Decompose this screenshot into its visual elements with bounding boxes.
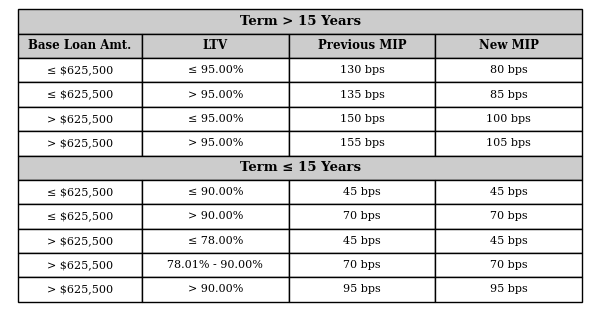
Bar	[436, 131, 582, 156]
Text: ≤ 78.00%: ≤ 78.00%	[188, 236, 243, 246]
Bar	[18, 82, 142, 107]
Text: 135 bps: 135 bps	[340, 90, 385, 100]
Text: > $625,500: > $625,500	[47, 285, 113, 295]
Bar	[289, 277, 436, 302]
Bar	[142, 107, 289, 131]
Text: 45 bps: 45 bps	[343, 236, 381, 246]
Text: ≤ $625,500: ≤ $625,500	[47, 65, 113, 75]
Text: 45 bps: 45 bps	[490, 187, 527, 197]
Bar	[18, 9, 582, 34]
Bar	[436, 180, 582, 204]
Text: 130 bps: 130 bps	[340, 65, 385, 75]
Text: > 95.00%: > 95.00%	[188, 138, 243, 148]
Bar	[289, 204, 436, 229]
Text: 105 bps: 105 bps	[486, 138, 531, 148]
Bar	[289, 180, 436, 204]
Text: 155 bps: 155 bps	[340, 138, 385, 148]
Bar	[18, 253, 142, 277]
Text: > $625,500: > $625,500	[47, 236, 113, 246]
Text: ≤ $625,500: ≤ $625,500	[47, 90, 113, 100]
Text: 45 bps: 45 bps	[490, 236, 527, 246]
Bar	[289, 253, 436, 277]
Text: 100 bps: 100 bps	[486, 114, 531, 124]
Text: > 90.00%: > 90.00%	[188, 285, 243, 295]
Bar	[18, 131, 142, 156]
Bar	[436, 253, 582, 277]
Bar	[142, 82, 289, 107]
Bar	[436, 204, 582, 229]
Text: ≤ 90.00%: ≤ 90.00%	[188, 187, 243, 197]
Text: ≤ $625,500: ≤ $625,500	[47, 187, 113, 197]
Text: > $625,500: > $625,500	[47, 114, 113, 124]
Text: > 95.00%: > 95.00%	[188, 90, 243, 100]
Bar	[142, 253, 289, 277]
Text: Previous MIP: Previous MIP	[318, 39, 406, 52]
Bar	[436, 277, 582, 302]
Bar	[142, 229, 289, 253]
Bar	[18, 107, 142, 131]
Text: 85 bps: 85 bps	[490, 90, 527, 100]
Bar	[289, 58, 436, 82]
Text: 95 bps: 95 bps	[343, 285, 381, 295]
Text: Base Loan Amt.: Base Loan Amt.	[28, 39, 131, 52]
Bar	[289, 229, 436, 253]
Text: 78.01% - 90.00%: 78.01% - 90.00%	[167, 260, 263, 270]
Bar	[142, 180, 289, 204]
Bar	[142, 204, 289, 229]
Bar	[142, 131, 289, 156]
Bar	[142, 34, 289, 58]
Text: New MIP: New MIP	[479, 39, 539, 52]
Text: Term ≤ 15 Years: Term ≤ 15 Years	[239, 161, 361, 174]
Bar	[142, 277, 289, 302]
Bar	[18, 229, 142, 253]
Bar	[18, 58, 142, 82]
Bar	[436, 107, 582, 131]
Text: 70 bps: 70 bps	[490, 211, 527, 221]
Bar	[18, 180, 142, 204]
Text: ≤ 95.00%: ≤ 95.00%	[188, 65, 243, 75]
Bar	[436, 58, 582, 82]
Text: 80 bps: 80 bps	[490, 65, 527, 75]
Text: > 90.00%: > 90.00%	[188, 211, 243, 221]
Text: 95 bps: 95 bps	[490, 285, 527, 295]
Text: 150 bps: 150 bps	[340, 114, 385, 124]
Text: 70 bps: 70 bps	[343, 260, 381, 270]
Text: ≤ $625,500: ≤ $625,500	[47, 211, 113, 221]
Text: > $625,500: > $625,500	[47, 260, 113, 270]
Bar	[436, 34, 582, 58]
Bar	[289, 131, 436, 156]
Bar	[18, 34, 142, 58]
Bar	[18, 204, 142, 229]
Bar	[142, 58, 289, 82]
Text: Term > 15 Years: Term > 15 Years	[239, 15, 361, 28]
Text: 45 bps: 45 bps	[343, 187, 381, 197]
Text: 70 bps: 70 bps	[343, 211, 381, 221]
Text: 70 bps: 70 bps	[490, 260, 527, 270]
Bar	[289, 82, 436, 107]
Bar	[18, 156, 582, 180]
Bar	[436, 229, 582, 253]
Bar	[436, 82, 582, 107]
Text: ≤ 95.00%: ≤ 95.00%	[188, 114, 243, 124]
Bar	[18, 277, 142, 302]
Text: LTV: LTV	[203, 39, 228, 52]
Bar	[289, 34, 436, 58]
Bar	[289, 107, 436, 131]
Text: > $625,500: > $625,500	[47, 138, 113, 148]
